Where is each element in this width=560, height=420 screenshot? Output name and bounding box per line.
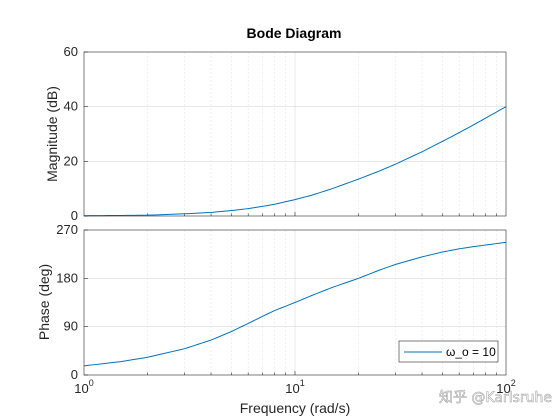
- chart-title: Bode Diagram: [247, 25, 342, 41]
- x-tick-label-1: 100: [74, 378, 93, 396]
- phase-y-tick-label: 90: [64, 319, 78, 334]
- phase-y-tick-label: 0: [71, 367, 78, 382]
- legend: ω_o = 10: [398, 340, 499, 363]
- x-tick-label-10: 101: [285, 378, 304, 396]
- phase-panel: 0 90 180 270 Phase (deg) ω_o = 10: [36, 222, 507, 382]
- magnitude-panel: 0 20 40 60 Magnitude (dB): [44, 44, 507, 223]
- phase-y-ticks: 0 90 180 270: [56, 222, 88, 382]
- magnitude-curve: [83, 106, 507, 217]
- magnitude-y-tick-label: 0: [71, 208, 78, 223]
- magnitude-y-tick-label: 20: [64, 153, 78, 168]
- x-tick-labels: 100 101 102: [74, 378, 515, 396]
- phase-y-tick-label: 270: [56, 222, 78, 237]
- magnitude-y-ticks: 0 20 40 60: [64, 44, 88, 223]
- x-axis-label: Frequency (rad/s): [240, 400, 350, 416]
- magnitude-axis-label: Magnitude (dB): [44, 86, 60, 182]
- phase-axis-label: Phase (deg): [36, 264, 52, 340]
- phase-y-tick-label: 180: [56, 270, 78, 285]
- phase-curve: [83, 241, 507, 367]
- phase-axes-box: [83, 229, 507, 376]
- legend-entry: ω_o = 10: [446, 345, 496, 359]
- magnitude-grid: [84, 52, 506, 216]
- watermark-text: 知乎 @Karlsruhe: [439, 389, 552, 406]
- legend-box: [398, 340, 499, 363]
- x-tick-label-100: 102: [496, 378, 515, 396]
- magnitude-axes-box: [83, 51, 507, 217]
- magnitude-y-tick-label: 40: [64, 99, 78, 114]
- magnitude-y-tick-label: 60: [64, 44, 78, 59]
